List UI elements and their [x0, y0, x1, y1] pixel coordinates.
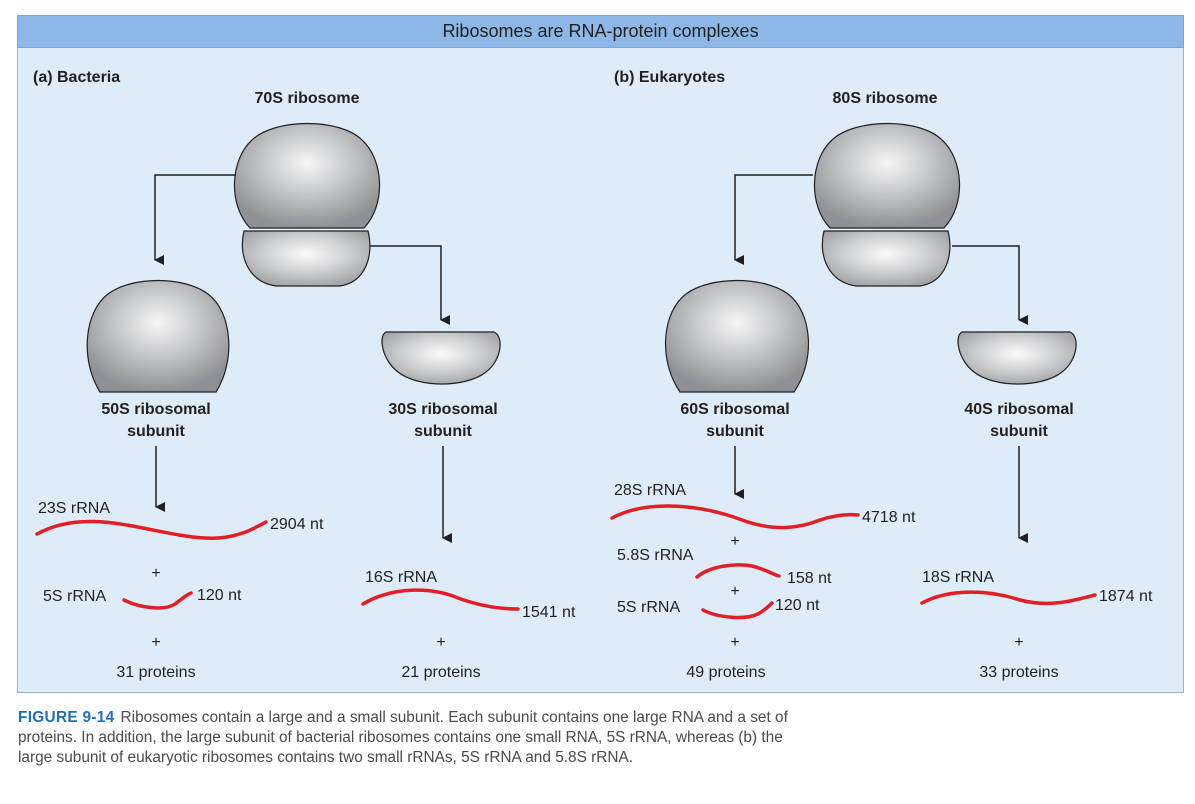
figure-caption: FIGURE 9-14 Ribosomes contain a large and… — [18, 708, 798, 768]
rna-strand-23s-icon — [35, 519, 268, 540]
ribosome-diagram: (a) Bacteria 70S ribosome 50S ribosomal … — [33, 69, 1153, 681]
rrna-28s-length: 4718 nt — [862, 509, 916, 526]
rrna-23s-label: 23S rRNA — [38, 500, 110, 517]
subunit-60s-icon — [664, 280, 810, 393]
ribosome-80s-label: 80S ribosome — [833, 90, 938, 107]
subunit-30s-label-line2: subunit — [414, 423, 472, 440]
ribosome-70s-icon — [233, 122, 381, 287]
rrna-5s-label: 5S rRNA — [43, 588, 106, 605]
rrna-5s-euk-label: 5S rRNA — [617, 599, 680, 616]
subunit-40s-icon — [957, 331, 1077, 385]
proteins-count-60s: 49 proteins — [686, 664, 765, 681]
plus-sign: + — [730, 533, 739, 550]
figure-banner-title: Ribosomes are RNA-protein complexes — [17, 15, 1184, 48]
rna-strand-5s-icon — [122, 591, 193, 610]
rrna-28s-label: 28S rRNA — [614, 482, 686, 499]
rrna-5-8s-label: 5.8S rRNA — [617, 547, 694, 564]
rrna-5s-length: 120 nt — [197, 587, 242, 604]
rrna-16s-label: 16S rRNA — [365, 569, 437, 586]
arrow-down-icon — [154, 174, 236, 265]
subunit-30s-icon — [381, 331, 501, 385]
panel-label-bacteria: (a) Bacteria — [33, 69, 120, 86]
rrna-18s-length: 1874 nt — [1099, 588, 1153, 605]
figure-number: FIGURE 9-14 — [18, 709, 115, 726]
arrow-down-icon — [734, 174, 813, 265]
plus-sign: + — [151, 634, 160, 651]
rna-strand-16s-icon — [361, 588, 520, 611]
rna-strand-5-8s-icon — [695, 563, 781, 579]
subunit-40s-label-line2: subunit — [990, 423, 1048, 440]
proteins-count-40s: 33 proteins — [979, 664, 1058, 681]
plus-sign: + — [436, 634, 445, 651]
rna-strand-5s-euk-icon — [701, 601, 774, 620]
caption-text: Ribosomes contain a large and a small su… — [18, 709, 788, 766]
ribosome-70s-label: 70S ribosome — [255, 90, 360, 107]
rrna-5s-euk-length: 120 nt — [775, 597, 820, 614]
proteins-count-30s: 21 proteins — [401, 664, 480, 681]
rna-strand-28s-icon — [610, 504, 860, 530]
arrow-down-icon — [952, 245, 1028, 325]
arrow-down-icon — [370, 245, 450, 325]
ribosome-80s-icon — [813, 122, 961, 287]
subunit-30s-label: 30S ribosomal — [388, 401, 497, 418]
plus-sign: + — [730, 583, 739, 600]
plus-sign: + — [730, 634, 739, 651]
panel-label-eukaryotes: (b) Eukaryotes — [614, 69, 725, 86]
subunit-60s-label-line2: subunit — [706, 423, 764, 440]
proteins-count-50s: 31 proteins — [116, 664, 195, 681]
plus-sign: + — [1014, 634, 1023, 651]
rna-strand-18s-icon — [920, 590, 1097, 606]
subunit-60s-label: 60S ribosomal — [680, 401, 789, 418]
subunit-50s-label: 50S ribosomal — [101, 401, 210, 418]
rrna-18s-label: 18S rRNA — [922, 569, 994, 586]
rrna-16s-length: 1541 nt — [522, 604, 576, 621]
subunit-50s-icon — [86, 280, 230, 393]
subunit-40s-label: 40S ribosomal — [964, 401, 1073, 418]
rrna-5-8s-length: 158 nt — [787, 570, 832, 587]
subunit-50s-label-line2: subunit — [127, 423, 185, 440]
plus-sign: + — [151, 565, 160, 582]
rrna-23s-length: 2904 nt — [270, 516, 324, 533]
